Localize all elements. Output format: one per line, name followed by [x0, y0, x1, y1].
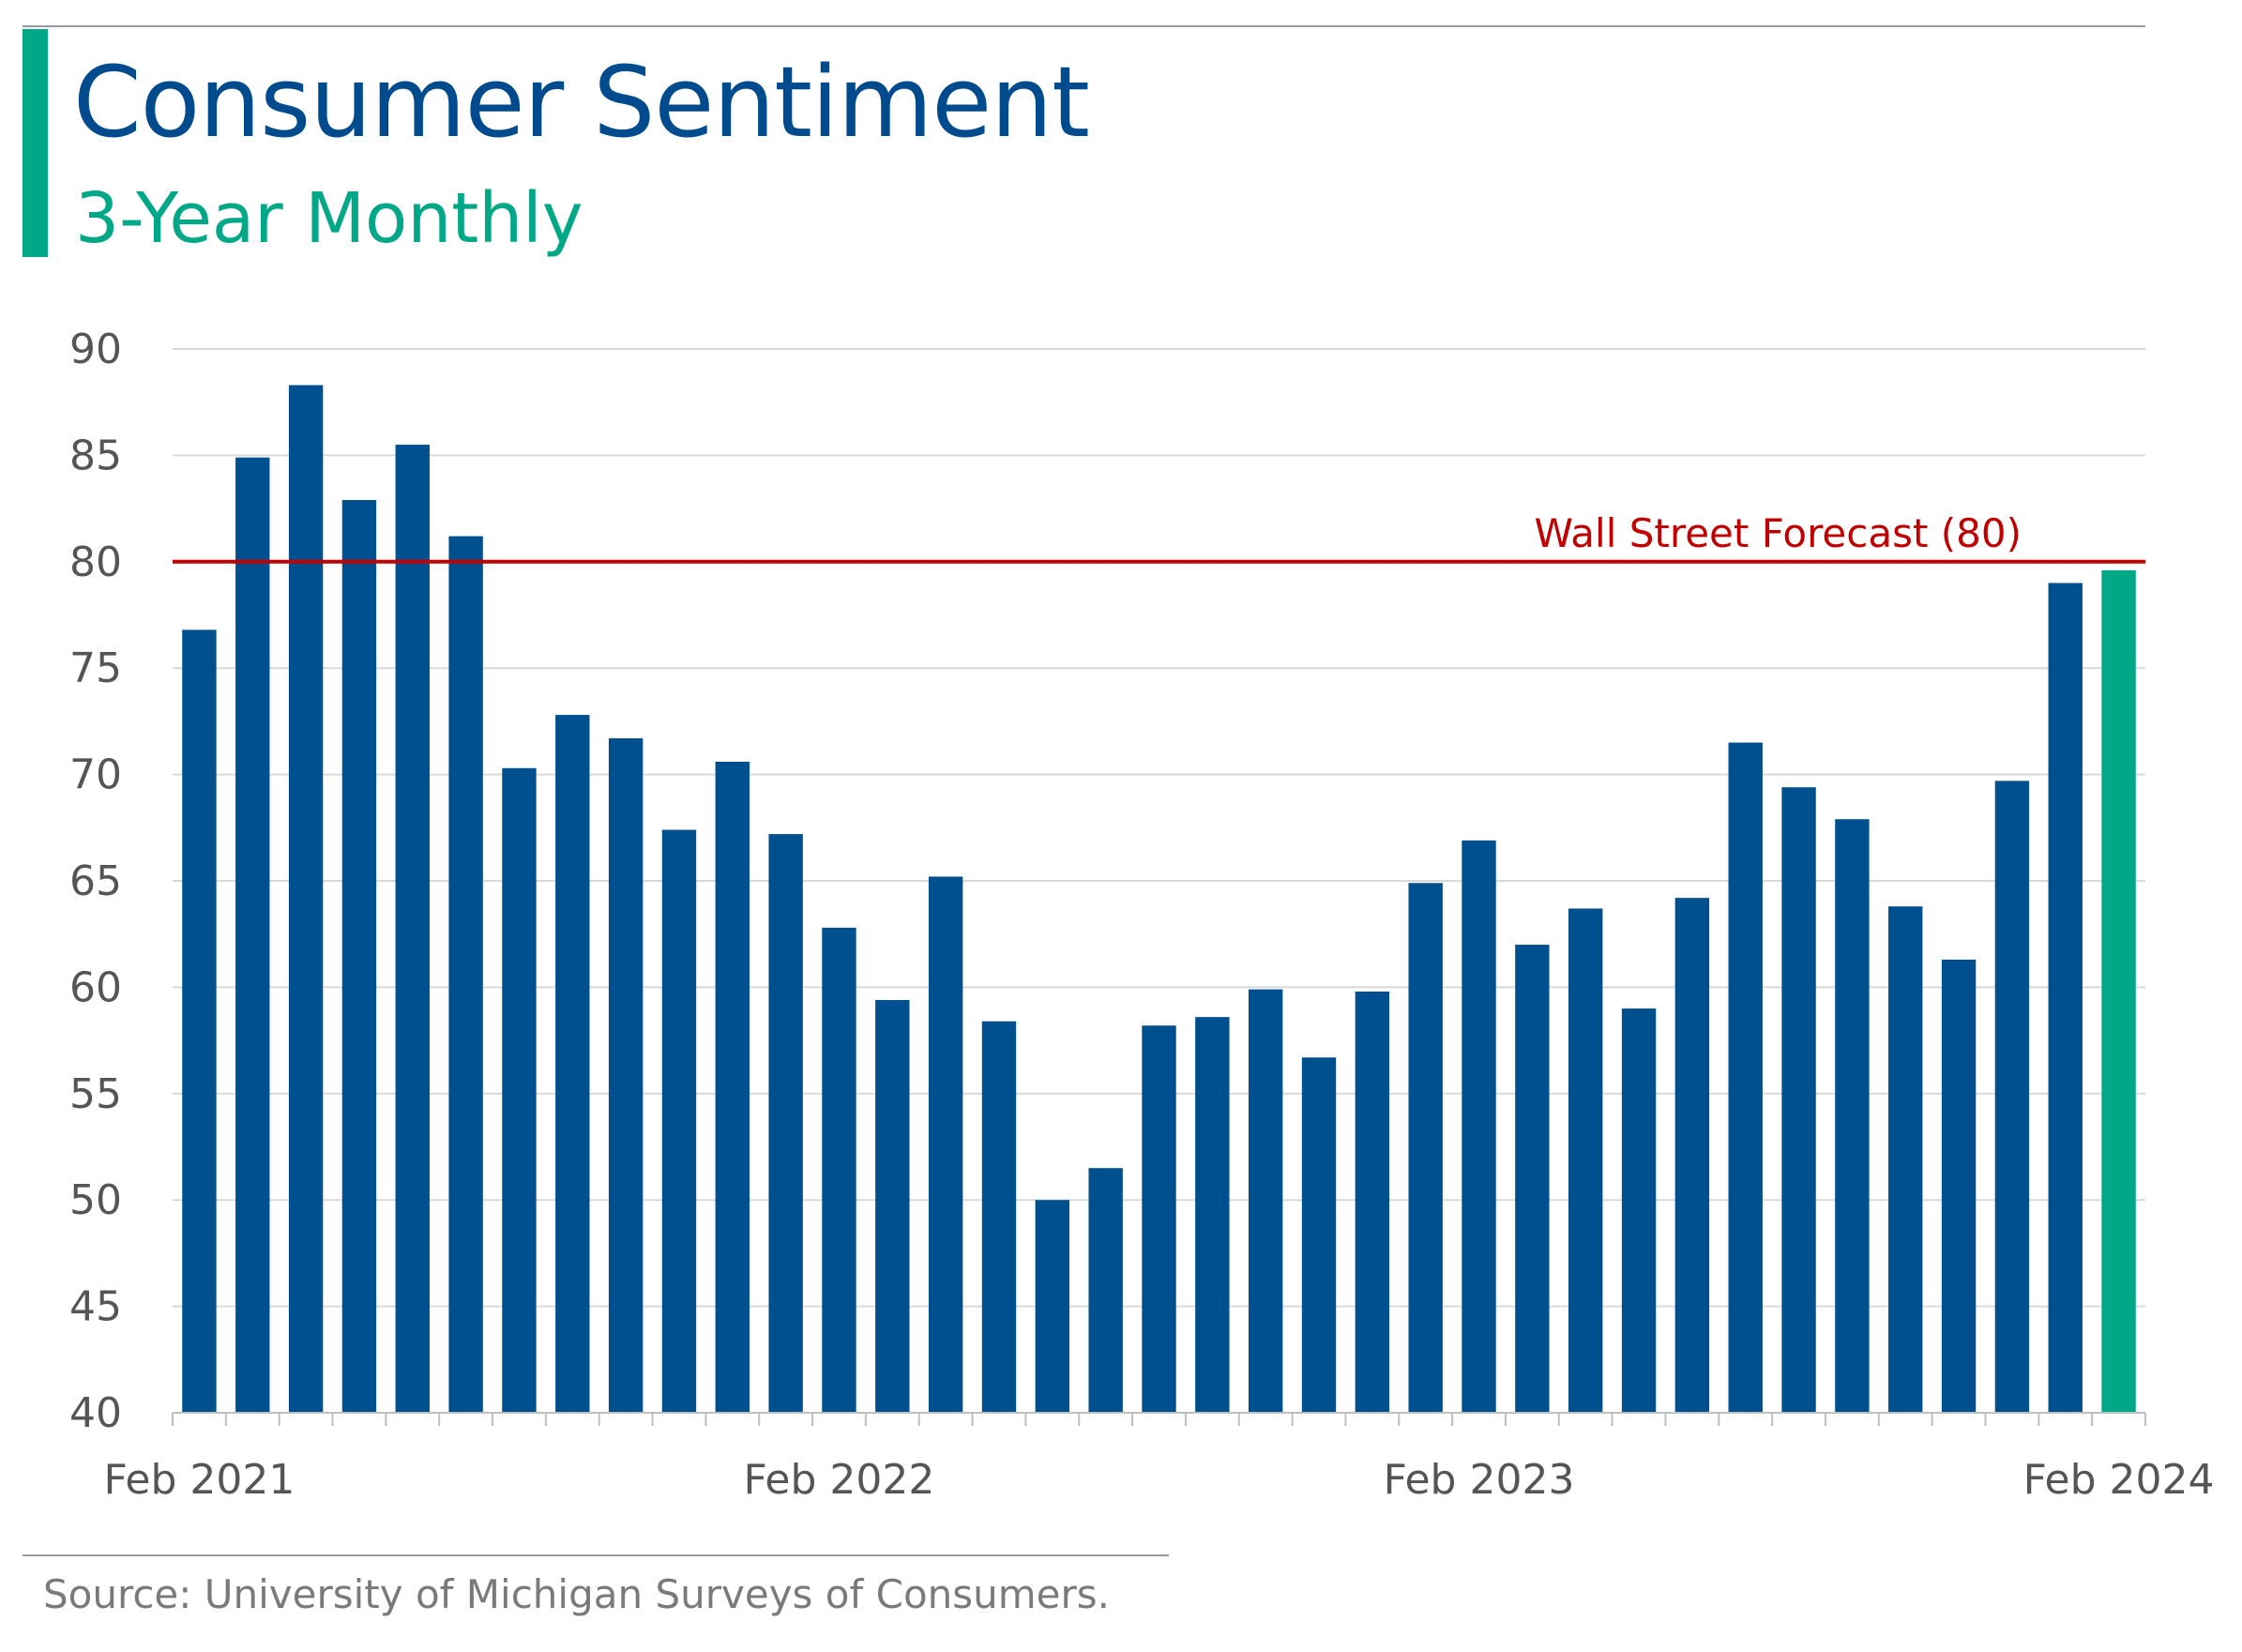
title-accent-bar: [23, 29, 48, 257]
bar-oct-2021: [608, 738, 644, 1413]
bar-dec-2022: [1355, 991, 1390, 1413]
bar-nov-2023: [1941, 959, 1977, 1413]
bar-jun-2021: [395, 445, 430, 1413]
bar-sep-2023: [1835, 819, 1870, 1413]
bar-apr-2023: [1568, 908, 1603, 1413]
bar-mar-2021: [235, 457, 270, 1414]
bar-feb-2023: [1462, 840, 1496, 1413]
bar-oct-2023: [1888, 906, 1923, 1413]
chart-subtitle: 3-Year Monthly: [75, 178, 583, 259]
y-tick-label: 80: [69, 538, 122, 586]
bar-may-2021: [341, 500, 377, 1413]
bar-nov-2022: [1301, 1057, 1337, 1413]
bar-aug-2021: [502, 767, 537, 1413]
bar-may-2023: [1621, 1008, 1657, 1413]
bar-dec-2023: [1994, 781, 2030, 1413]
bar-aug-2022: [1142, 1025, 1176, 1413]
y-tick-label: 40: [69, 1389, 122, 1437]
y-tick-label: 85: [69, 432, 122, 479]
bar-oct-2022: [1248, 989, 1283, 1413]
chart-title: Consumer Sentiment: [73, 45, 1090, 159]
top-rule: [23, 25, 2145, 27]
y-tick-label: 70: [69, 751, 122, 799]
y-tick-label: 45: [69, 1283, 122, 1331]
source-rule: [23, 1554, 1169, 1556]
bar-jul-2022: [1088, 1168, 1123, 1413]
bar-apr-2022: [928, 876, 963, 1413]
x-tick-label: Feb 2022: [744, 1456, 935, 1504]
source-note: Source: University of Michigan Surveys o…: [43, 1571, 1111, 1617]
x-tick-label: Feb 2023: [1384, 1456, 1575, 1504]
bar-jul-2021: [448, 536, 483, 1413]
bar-feb-2021: [182, 629, 217, 1413]
bar-mar-2023: [1515, 945, 1550, 1413]
forecast-label: Wall Street Forecast (80): [1534, 510, 2022, 556]
bar-aug-2023: [1781, 787, 1816, 1413]
bar-nov-2021: [661, 829, 697, 1413]
bar-may-2022: [981, 1021, 1017, 1413]
bar-jan-2024: [2048, 583, 2083, 1413]
bar-jan-2023: [1408, 883, 1443, 1413]
y-tick-label: 60: [69, 963, 122, 1011]
y-tick-label: 50: [69, 1176, 122, 1224]
bar-sep-2021: [555, 715, 590, 1413]
bar-feb-2022: [822, 927, 856, 1413]
bar-jan-2022: [768, 834, 803, 1413]
bar-feb-2024: [2101, 569, 2136, 1413]
bar-jun-2022: [1035, 1200, 1070, 1413]
y-tick-label: 75: [69, 644, 122, 692]
x-tick-label: Feb 2024: [2023, 1456, 2215, 1504]
bar-dec-2021: [715, 761, 750, 1413]
y-tick-label: 65: [69, 857, 122, 905]
bar-jul-2023: [1728, 742, 1763, 1413]
x-tick-label: Feb 2021: [103, 1456, 295, 1504]
y-tick-label: 90: [69, 326, 122, 373]
bar-jun-2023: [1674, 898, 1710, 1413]
bar-mar-2022: [875, 1000, 910, 1413]
bar-chart: 40 45 50 55 60 65 70 75 80 85 90 Feb 2021 Feb 2022 Fe…: [69, 326, 2215, 1504]
y-tick-label: 55: [69, 1070, 122, 1118]
bar-apr-2021: [288, 385, 324, 1413]
bar-sep-2022: [1195, 1017, 1230, 1413]
